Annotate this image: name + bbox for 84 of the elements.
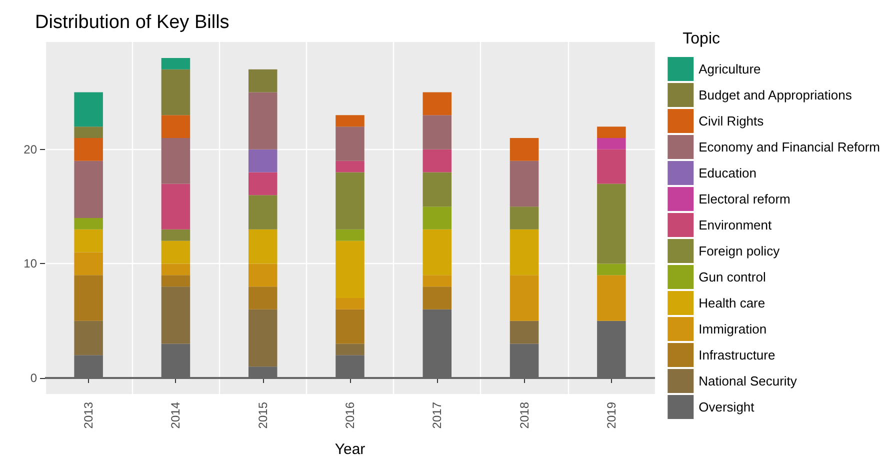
bar	[336, 309, 364, 344]
bar	[336, 298, 364, 310]
legend-label: Immigration	[698, 322, 767, 336]
bar	[422, 149, 452, 172]
legend-label: Oversight	[698, 400, 755, 414]
bar	[74, 160, 103, 218]
x-axis-title: Year	[334, 441, 366, 458]
bar	[597, 264, 626, 276]
legend-label: Budget and Appropriations	[698, 88, 852, 102]
x-tick-label: 2015	[256, 402, 270, 429]
chart-title: Distribution of Key Bills	[35, 12, 230, 33]
bar	[74, 138, 103, 161]
legend-label: Education	[698, 166, 756, 180]
bar	[74, 320, 103, 356]
bar	[161, 275, 190, 287]
x-tick-label: 2019	[604, 402, 618, 429]
legend-label: Foreign policy	[698, 244, 780, 258]
bar	[248, 286, 278, 310]
bar	[248, 149, 278, 172]
bar	[422, 92, 452, 116]
bar	[336, 172, 364, 230]
bar	[336, 240, 364, 298]
bar	[161, 138, 190, 184]
bar	[422, 229, 452, 276]
bar	[597, 138, 626, 150]
legend-label: Agriculture	[698, 62, 761, 76]
bar	[422, 206, 452, 230]
legend-label: Health care	[698, 296, 766, 310]
x-tick-label: 2013	[82, 402, 96, 429]
bar	[74, 218, 103, 230]
bar	[248, 69, 278, 92]
bar	[336, 229, 364, 241]
legend-label: Infrastructure	[698, 348, 776, 362]
y-tick-label: 20	[24, 142, 38, 156]
bar	[510, 320, 539, 344]
bar	[336, 126, 364, 161]
bar	[161, 240, 190, 264]
legend-label: Environment	[698, 218, 772, 232]
bar	[422, 286, 452, 310]
legend-label: Electoral reform	[698, 192, 790, 206]
x-tick-label: 2018	[517, 402, 532, 429]
bar	[597, 275, 626, 321]
x-tick-label: 2014	[168, 402, 183, 429]
y-tick-label: 10	[24, 256, 38, 271]
x-tick-label: 2016	[343, 402, 357, 429]
bar	[510, 138, 539, 161]
x-tick-label: 2017	[430, 402, 444, 429]
bar	[74, 252, 103, 276]
bar	[336, 344, 364, 356]
bar	[510, 229, 539, 276]
bar	[248, 172, 278, 196]
bar	[161, 58, 190, 70]
bar	[336, 115, 364, 127]
bar	[422, 275, 452, 287]
bar	[422, 172, 452, 207]
bar	[248, 195, 278, 230]
legend-title: Topic	[682, 30, 720, 48]
bar	[597, 126, 626, 138]
legend-label: Economy and Financial Reform	[698, 140, 880, 154]
bar	[510, 206, 539, 230]
bar	[248, 309, 278, 367]
legend-label: Civil Rights	[698, 114, 764, 128]
bar	[161, 229, 190, 241]
bar	[248, 229, 278, 264]
y-tick-label: 0	[30, 371, 38, 385]
legend-label: Gun control	[698, 270, 766, 284]
bar	[597, 184, 626, 264]
bar	[597, 149, 626, 184]
bar	[161, 115, 190, 138]
bar	[161, 184, 190, 230]
bar	[248, 92, 278, 150]
bar	[248, 264, 278, 287]
bar	[161, 286, 190, 344]
bar	[161, 69, 190, 116]
bar	[161, 264, 190, 276]
bar	[74, 229, 103, 252]
legend-label: National Security	[698, 374, 798, 388]
bar	[510, 275, 539, 321]
bar	[74, 275, 103, 321]
bar	[422, 115, 452, 150]
bar	[510, 160, 539, 207]
bar	[74, 92, 103, 127]
bar	[74, 126, 103, 138]
bar	[336, 160, 364, 172]
